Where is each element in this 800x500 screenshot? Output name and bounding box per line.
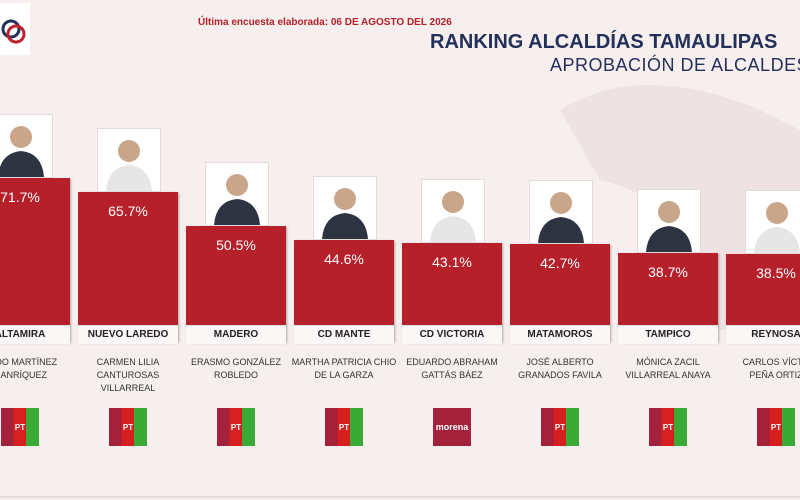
bar bbox=[0, 177, 70, 342]
photo bbox=[529, 180, 593, 245]
chart-title: RANKING ALCALDÍAS TAMAULIPAS bbox=[430, 31, 778, 53]
value-label: 43.1% bbox=[432, 254, 472, 271]
photo bbox=[313, 175, 377, 240]
portrait bbox=[106, 139, 152, 191]
category-label: REYNOSA bbox=[726, 325, 800, 344]
mayor-name: ANDO MARTÍNEZ MANRÍQUEZ bbox=[0, 357, 58, 380]
bar bbox=[186, 226, 286, 342]
party-logo: PT bbox=[217, 408, 255, 446]
portrait bbox=[646, 201, 692, 253]
photo bbox=[97, 127, 161, 192]
photo bbox=[0, 113, 53, 178]
value-label: 42.7% bbox=[540, 255, 580, 272]
portrait bbox=[214, 174, 260, 226]
survey-note: Última encuesta elaborada: 06 DE AGOSTO … bbox=[198, 17, 452, 28]
value-label: 50.5% bbox=[216, 237, 256, 254]
category-label: CD VICTORIA bbox=[402, 325, 502, 344]
photo bbox=[637, 189, 701, 254]
portrait bbox=[754, 201, 800, 253]
category-label: NUEVO LAREDO bbox=[78, 325, 178, 344]
bar bbox=[294, 239, 394, 342]
portrait bbox=[430, 191, 476, 243]
value-label: 38.5% bbox=[756, 264, 796, 281]
category-label: MATAMOROS bbox=[510, 325, 610, 344]
mayor-name: CARLOS VÍCTO PEÑA ORTIZ bbox=[742, 357, 800, 380]
party-logo: PT bbox=[649, 408, 687, 446]
portrait bbox=[0, 125, 44, 177]
portrait bbox=[322, 187, 368, 239]
mayor-name: CARMEN LILIA CANTUROSAS VILLARREAL bbox=[96, 357, 160, 393]
photo bbox=[205, 162, 269, 227]
party-logo: PT bbox=[757, 408, 795, 446]
mayor-name: EDUARDO ABRAHAM GATTÁS BÁEZ bbox=[406, 357, 498, 380]
bar bbox=[78, 191, 178, 342]
photo bbox=[421, 179, 485, 244]
mayor-name: JOSÉ ALBERTO GRANADOS FAVILA bbox=[518, 357, 602, 380]
party-logo: PT bbox=[541, 408, 579, 446]
party-logo: morena bbox=[433, 408, 471, 446]
category-label: MADERO bbox=[186, 325, 286, 344]
value-label: 38.7% bbox=[648, 264, 688, 281]
mayor-name: MARTHA PATRICIA CHIO DE LA GARZA bbox=[291, 357, 397, 380]
chart-subtitle: APROBACIÓN DE ALCALDES bbox=[550, 55, 800, 75]
photo bbox=[745, 189, 800, 254]
portrait bbox=[538, 192, 584, 244]
value-label: 65.7% bbox=[108, 202, 148, 219]
mayor-name: ERASMO GONZÁLEZ ROBLEDO bbox=[190, 357, 281, 380]
party-logo: PT bbox=[109, 408, 147, 446]
party-logo: PT bbox=[1, 408, 39, 446]
category-label: CD MANTE bbox=[294, 325, 394, 344]
mayor-name: MÓNICA ZACIL VILLARREAL ANAYA bbox=[625, 357, 711, 380]
value-label: 71.7% bbox=[0, 188, 40, 205]
category-label: TAMPICO bbox=[618, 325, 718, 344]
party-logo: PT bbox=[325, 408, 363, 446]
category-label: ALTAMIRA bbox=[0, 325, 70, 344]
value-label: 44.6% bbox=[324, 250, 364, 267]
